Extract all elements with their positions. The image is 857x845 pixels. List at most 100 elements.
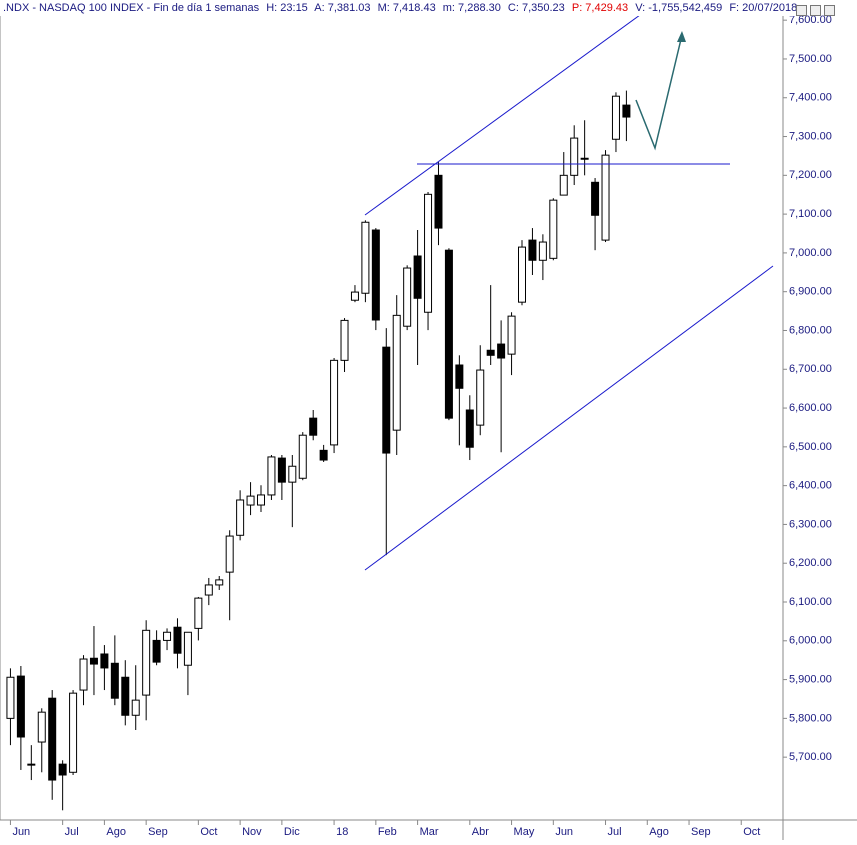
- candle-body: [559, 174, 568, 196]
- candle-body: [163, 631, 172, 641]
- y-tick-label: 6,000.00: [789, 635, 832, 647]
- trend-line: [364, 14, 641, 216]
- candle-body: [79, 658, 88, 691]
- y-tick-label: 6,400.00: [789, 480, 832, 492]
- candle-body: [152, 639, 161, 663]
- candle-body: [444, 249, 453, 419]
- candle-body: [6, 676, 15, 719]
- candle-body: [225, 535, 234, 573]
- y-tick-label: 7,000.00: [789, 247, 832, 259]
- y-tick-label: 6,100.00: [789, 596, 832, 608]
- y-tick-label: 6,900.00: [789, 286, 832, 298]
- candle-body: [465, 409, 474, 448]
- info: V: -1,755,542,459: [635, 2, 723, 14]
- candle-body: [330, 359, 339, 446]
- candle-body: [110, 662, 119, 699]
- header: .NDX - NASDAQ 100 INDEX - Fin de día 1 s…: [0, 0, 802, 16]
- candle-body: [591, 181, 600, 216]
- candle-body: [413, 255, 422, 299]
- x-tick-label: 18: [336, 826, 348, 838]
- marks: [6, 90, 631, 811]
- candle-body: [194, 597, 203, 629]
- y-tick-label: 6,500.00: [789, 441, 832, 453]
- x-tick-label: Ago: [649, 826, 669, 838]
- candle-body: [69, 692, 78, 773]
- x-tick-label: Feb: [378, 826, 397, 838]
- y-tick-label: 7,500.00: [789, 53, 832, 65]
- info: F: 20/07/2018: [729, 2, 798, 14]
- x-tick-label: Nov: [242, 826, 262, 838]
- candle-body: [538, 241, 547, 261]
- candle-body: [121, 676, 130, 716]
- x-tick-label: Abr: [472, 826, 489, 838]
- info: M: 7,418.43: [377, 2, 436, 14]
- x-tick-label: Mar: [420, 826, 439, 838]
- y-tick-label: 5,900.00: [789, 673, 832, 685]
- candle-body: [131, 699, 140, 716]
- drawings: [364, 14, 774, 571]
- window-buttons: [793, 3, 835, 21]
- candle-body: [27, 763, 36, 766]
- arrow-head: [677, 31, 686, 42]
- candle-body: [486, 349, 495, 356]
- candle-body: [361, 221, 370, 294]
- button[interactable]: [796, 5, 807, 16]
- candle-body: [507, 315, 516, 355]
- candle-body: [288, 465, 297, 483]
- x-tick-label: Dic: [284, 826, 300, 838]
- candle-body: [298, 434, 307, 479]
- candle-body: [100, 653, 109, 669]
- candle-body: [16, 675, 25, 738]
- candle-body: [601, 154, 610, 241]
- candle-body: [246, 495, 255, 506]
- candle-body: [611, 95, 620, 140]
- arrow: [635, 34, 683, 151]
- candle-body: [183, 631, 192, 666]
- y-tick-label: 6,700.00: [789, 363, 832, 375]
- y-tick-label: 6,200.00: [789, 557, 832, 569]
- candle-body: [257, 494, 265, 506]
- info: H: 23:15: [266, 2, 308, 14]
- candle-body: [528, 239, 537, 261]
- candle-body: [173, 626, 182, 654]
- candle-body: [518, 246, 526, 303]
- x-tick-label: May: [514, 826, 535, 838]
- x-tick-label: Jul: [65, 826, 79, 838]
- y-tick-label: 7,200.00: [789, 169, 832, 181]
- candle-body: [403, 267, 412, 327]
- x-tick-label: Ago: [106, 826, 126, 838]
- x-tick-label: Jun: [555, 826, 573, 838]
- x-tick-label: Jul: [608, 826, 622, 838]
- candle-body: [424, 193, 433, 313]
- x-tick-label: Oct: [743, 826, 760, 838]
- candle-body: [89, 657, 98, 665]
- candle-body: [476, 369, 485, 426]
- candle-body: [549, 199, 558, 259]
- y-tick-label: 6,600.00: [789, 402, 832, 414]
- candle-body: [622, 104, 631, 118]
- title: .NDX - NASDAQ 100 INDEX - Fin de día 1 s…: [3, 2, 260, 14]
- info: C: 7,350.23: [507, 2, 565, 14]
- y-tick-label: 7,600.00: [789, 14, 832, 26]
- y-tick-label: 6,300.00: [789, 518, 832, 530]
- candle-body: [58, 763, 67, 776]
- candle-body: [48, 697, 57, 781]
- candle-body: [204, 584, 213, 596]
- info: A: 7,381.03: [314, 2, 371, 14]
- candle-body: [371, 229, 380, 321]
- x-tick-label: Oct: [200, 826, 217, 838]
- button[interactable]: [810, 5, 821, 16]
- candle-body: [580, 157, 589, 160]
- candle-body: [215, 579, 224, 586]
- x-tick-label: Jun: [12, 826, 30, 838]
- y-tick-label: 7,100.00: [789, 208, 832, 220]
- button[interactable]: [824, 5, 835, 16]
- candle-body: [570, 137, 579, 176]
- x-tick-label: Sep: [691, 826, 711, 838]
- candle-body: [392, 314, 401, 431]
- info: P: 7,429.43: [571, 2, 629, 14]
- candle-body: [497, 343, 506, 359]
- candle-body: [267, 456, 276, 496]
